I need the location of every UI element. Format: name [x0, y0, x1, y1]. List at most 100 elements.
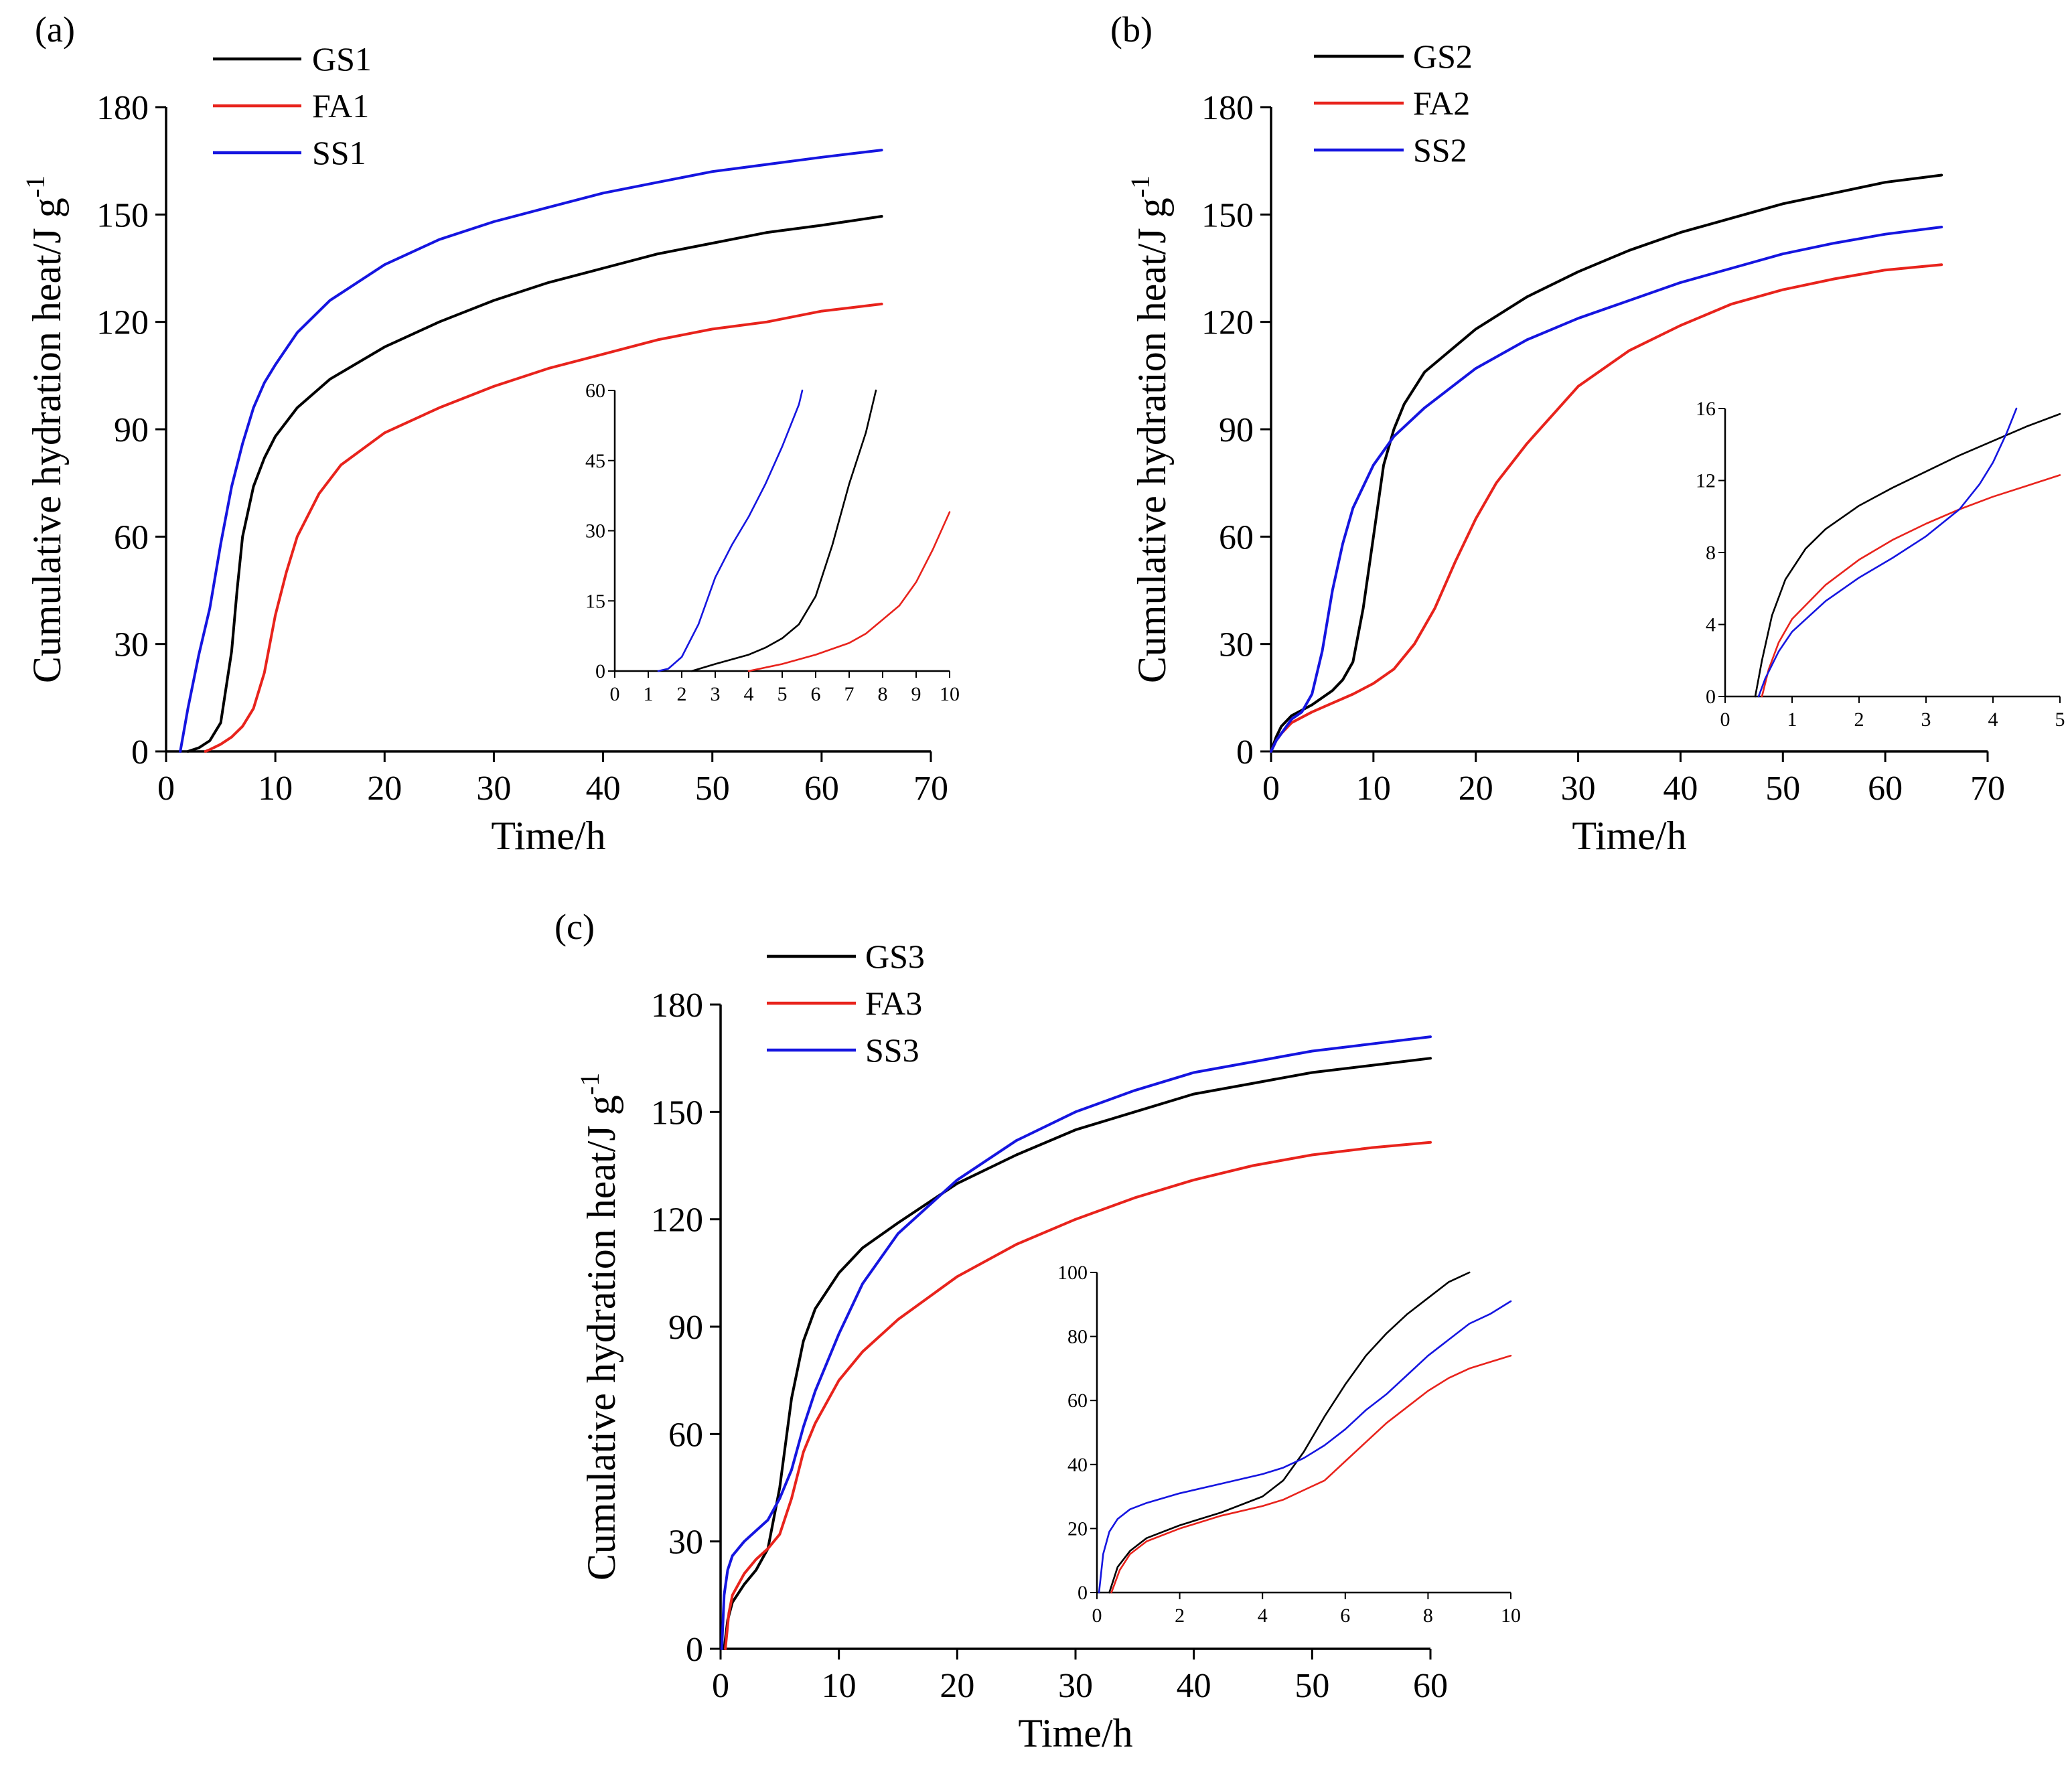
panel-a-y-tick-label: 180 [96, 89, 149, 127]
panel-b-inset-x-tick-label: 4 [1988, 709, 1998, 731]
panel-c-inset-y-tick-label: 0 [1078, 1582, 1088, 1604]
panel-a-inset-x-tick-label: 9 [911, 683, 921, 705]
panel-c-y-tick-label: 180 [651, 986, 703, 1025]
panel-b-legend-label-fa2: FA2 [1413, 84, 1470, 122]
panel-b-inset-y-tick-label: 4 [1706, 614, 1716, 636]
panel-a-inset-x-tick-label: 4 [744, 683, 754, 705]
panel-a-x-tick-label: 70 [913, 769, 948, 808]
panel-b-inset-x-tick-label: 0 [1720, 709, 1730, 731]
panel-c-inset-series-gs3 [1108, 1271, 1471, 1594]
panel-b-x-tick-label: 20 [1459, 769, 1493, 808]
panel-c-legend-label-ss3: SS3 [865, 1031, 919, 1069]
panel-c-legend-label-gs3: GS3 [865, 938, 925, 975]
panel-a-inset-x-tick-label: 0 [610, 683, 620, 705]
panel-c-inset-x-tick-label: 2 [1175, 1605, 1185, 1627]
panel-c-x-tick-label: 0 [712, 1667, 729, 1705]
panel-a-y-tick-label: 120 [96, 304, 149, 342]
panel-a-inset-x-tick-label: 6 [811, 683, 821, 705]
panel-b-y-tick-label: 60 [1219, 518, 1254, 557]
panel-c-legend-label-fa3: FA3 [865, 984, 922, 1022]
panel-c-y-tick-label: 0 [686, 1631, 703, 1669]
panel-c-x-tick-label: 40 [1177, 1667, 1211, 1705]
panel-a-inset-x-tick-label: 1 [644, 683, 654, 705]
panel-b-x-tick-label: 0 [1262, 769, 1280, 808]
panel-a-inset-y-tick-label: 0 [595, 660, 605, 682]
panel-c-inset-y-tick-label: 20 [1067, 1518, 1088, 1540]
panel-a-x-tick-label: 40 [586, 769, 621, 808]
panel-b-inset-x-tick-label: 5 [2055, 709, 2065, 731]
panel-a-y-axis-title-superscript: -1 [20, 175, 50, 198]
panel-b-inset-series-ss2 [1757, 407, 2018, 698]
panel-a-x-tick-label: 60 [804, 769, 839, 808]
panel-b-y-tick-label: 90 [1219, 411, 1254, 449]
panel-a-inset-x-tick-label: 5 [778, 683, 788, 705]
panel-a-y-tick-label: 30 [114, 626, 149, 664]
panel-c-x-tick-label: 10 [822, 1667, 857, 1705]
panel-b-y-tick-label: 0 [1236, 733, 1254, 771]
panel-b-x-axis-title: Time/h [1572, 814, 1686, 858]
panel-b-legend-label-gs2: GS2 [1413, 38, 1473, 75]
panel-a-x-tick-label: 30 [476, 769, 511, 808]
panel-a-y-tick-label: 150 [96, 196, 149, 234]
panel-b-inset-x-tick-label: 1 [1787, 709, 1797, 731]
panel-b-inset-x-tick-label: 3 [1921, 709, 1931, 731]
panel-c-y-tick-label: 60 [668, 1416, 703, 1454]
panel-a-series-gs1 [186, 215, 883, 753]
panel-a-legend-label-ss1: SS1 [312, 134, 366, 171]
panel-a-y-tick-label: 90 [114, 411, 149, 449]
panel-c-y-tick-label: 90 [668, 1309, 703, 1347]
panel-c-inset-y-tick-label: 40 [1067, 1454, 1088, 1476]
panel-c-series-gs3 [723, 1057, 1432, 1650]
panel-c-inset-y-tick-label: 100 [1057, 1262, 1088, 1284]
panel-a-x-tick-label: 0 [157, 769, 175, 808]
panel-c-inset-series-fa3 [1110, 1355, 1512, 1594]
panel-b-y-axis-title-superscript: -1 [1125, 175, 1155, 198]
panel-c-label: (c) [554, 907, 595, 947]
panel-c-y-axis-title: Cumulative hydration heat/J g-1 [575, 1073, 623, 1580]
panel-b-inset-y-tick-label: 16 [1696, 398, 1716, 420]
panel-b-series-ss2 [1270, 226, 1943, 753]
panel-a-series-ss1 [179, 149, 883, 753]
panel-c-inset-series-ss3 [1098, 1300, 1512, 1594]
panel-c-y-tick-label: 120 [651, 1201, 703, 1240]
panel-c-inset-x-tick-label: 10 [1501, 1605, 1521, 1627]
panel-c-x-axis-title: Time/h [1018, 1711, 1132, 1755]
panel-a-inset-y-tick-label: 45 [585, 450, 605, 472]
panel-c-x-tick-label: 30 [1058, 1667, 1093, 1705]
panel-c-y-tick-label: 150 [651, 1094, 703, 1132]
panel-a-x-tick-label: 50 [695, 769, 730, 808]
panel-a-legend-label-fa1: FA1 [312, 87, 369, 125]
panel-b-x-tick-label: 70 [1970, 769, 2005, 808]
panel-c-series-ss3 [720, 1035, 1432, 1650]
panel-b-label: (b) [1110, 9, 1153, 50]
panel-c-x-tick-label: 50 [1294, 1667, 1329, 1705]
panel-b-x-tick-label: 40 [1663, 769, 1698, 808]
panel-b-y-tick-label: 180 [1201, 89, 1254, 127]
panel-b-inset-x-tick-label: 2 [1854, 709, 1864, 731]
panel-b-inset-y-tick-label: 0 [1706, 686, 1716, 708]
panel-a-inset-series-gs1 [690, 389, 877, 672]
panel-a-label: (a) [35, 9, 75, 50]
panel-b-y-axis-title: Cumulative hydration heat/J g-1 [1125, 175, 1174, 683]
panel-a-inset-series-ss1 [657, 389, 804, 672]
panel-b-x-tick-label: 50 [1765, 769, 1800, 808]
panel-a-inset-series-fa1 [747, 511, 951, 672]
panel-b-inset-y-tick-label: 8 [1706, 542, 1716, 564]
panel-a-x-axis-title: Time/h [491, 814, 605, 858]
panel-a-y-tick-label: 0 [131, 733, 149, 771]
panel-b-series-gs2 [1270, 173, 1943, 753]
panel-c: (c)0 10 20 30 40 50 600306090120150180Time/hCu… [554, 907, 1521, 1755]
panel-c-x-tick-label: 20 [940, 1667, 974, 1705]
panel-a-x-tick-label: 20 [367, 769, 402, 808]
panel-b-y-tick-label: 120 [1201, 304, 1254, 342]
panel-a-x-tick-label: 10 [258, 769, 293, 808]
panel-a-inset-x-tick-label: 8 [878, 683, 888, 705]
panel-b-x-tick-label: 30 [1561, 769, 1596, 808]
panel-a-inset-x-tick-label: 2 [677, 683, 687, 705]
panel-c-y-axis-title-superscript: -1 [575, 1073, 605, 1095]
panel-b-inset-series-gs2 [1754, 413, 2061, 698]
panel-b-inset-y-tick-label: 12 [1696, 470, 1716, 492]
